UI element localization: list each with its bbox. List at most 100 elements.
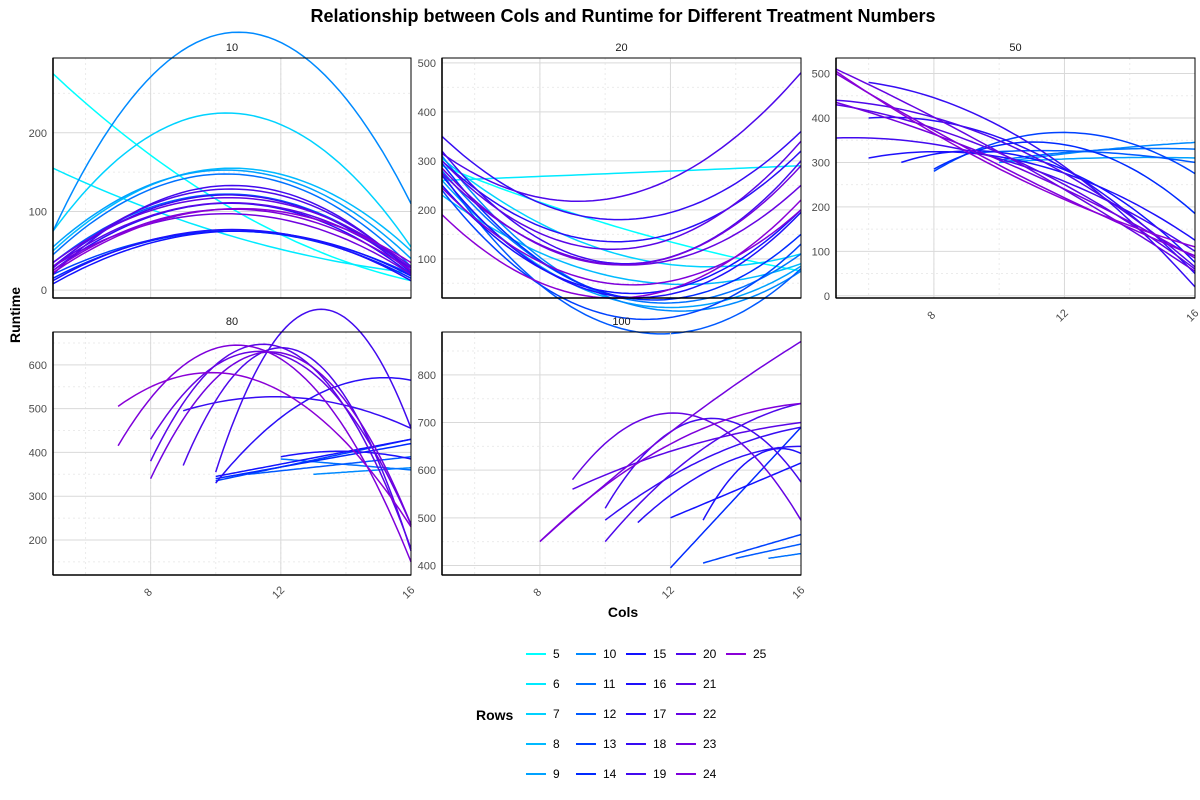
series-line-rows-20: [441, 72, 802, 203]
series-line-rows-15: [441, 184, 802, 295]
series-line-rows-22: [571, 412, 802, 521]
legend-label: 25: [753, 647, 767, 661]
series-line-rows-25: [117, 371, 412, 528]
legend-item-23: 23: [676, 737, 717, 751]
series-line-rows-13: [441, 189, 802, 321]
panel-20: 20 100 200 300 400 500: [418, 42, 802, 335]
legend-item-24: 24: [676, 767, 717, 781]
legend-label: 12: [603, 707, 617, 721]
panel-series: [52, 31, 412, 285]
y-tick-label: 300: [418, 156, 436, 168]
series-line-rows-20: [835, 99, 1196, 268]
series-line-rows-22: [835, 68, 1196, 272]
y-axis-title: Runtime: [7, 287, 23, 343]
series-line-rows-7: [52, 112, 412, 248]
x-tick-label: 12: [660, 584, 677, 601]
y-tick-label: 500: [812, 69, 830, 81]
y-tick-label: 100: [812, 246, 830, 258]
panel-100: 100 400 500 600 700 800 8 12 16: [418, 316, 808, 601]
panel-grid: [53, 58, 412, 298]
series-line-rows-23: [149, 351, 412, 525]
legend-label: 19: [653, 767, 667, 781]
series-line-rows-17: [868, 116, 1196, 275]
y-tick-label: 500: [29, 404, 47, 416]
legend-item-7: 7: [526, 707, 560, 721]
y-tick-label: 200: [29, 535, 47, 547]
panel-strip-label: 10: [226, 42, 238, 54]
y-tick-label: 600: [418, 465, 436, 477]
x-axis-title: Cols: [608, 604, 639, 620]
series-line-rows-16: [280, 450, 412, 460]
series-line-rows-8: [441, 194, 802, 286]
panel-strip-label: 20: [615, 42, 627, 54]
y-tick-label: 0: [824, 291, 830, 303]
series-line-rows-18: [182, 396, 412, 429]
series-line-rows-18: [441, 130, 802, 221]
series-line-rows-19: [214, 308, 412, 473]
x-tick-label: 16: [400, 584, 417, 601]
panels-layer: 1001002002010020030040050050010020030040…: [29, 31, 1200, 601]
y-tick-label: 600: [29, 360, 47, 372]
y-tick-label: 200: [418, 205, 436, 217]
y-tick-label: 800: [418, 370, 436, 382]
panel-border: [835, 57, 1196, 299]
panel-series: [539, 340, 802, 569]
series-line-rows-19: [835, 137, 1196, 252]
y-tick-label: 100: [418, 254, 436, 266]
y-tick-label: 400: [418, 560, 436, 572]
legend-item-17: 17: [626, 707, 667, 721]
series-line-rows-24: [835, 72, 1196, 257]
x-tick-label: 12: [270, 584, 287, 601]
legend-title: Rows: [476, 707, 514, 723]
legend-label: 10: [603, 647, 617, 661]
y-tick-label: 400: [418, 107, 436, 119]
series-line-rows-25: [52, 207, 412, 274]
series-line-rows-6: [441, 165, 802, 182]
legend-label: 16: [653, 677, 667, 691]
legend-label: 8: [553, 737, 560, 751]
series-line-rows-23: [441, 165, 802, 266]
legend-label: 23: [703, 737, 717, 751]
series-line-rows-15: [670, 462, 802, 519]
legend-item-14: 14: [576, 767, 617, 781]
series-line-rows-22: [149, 350, 412, 525]
series-line-rows-18: [604, 426, 802, 521]
panel-border: [52, 57, 412, 299]
panel-strip-label: 50: [1009, 42, 1021, 54]
y-tick-label: 0: [41, 285, 47, 297]
panel-series: [117, 308, 412, 563]
y-tick-label: 200: [812, 202, 830, 214]
legend-label: 14: [603, 767, 617, 781]
panel-80: 80 200 300 400 500 600 8 12 16: [29, 308, 417, 601]
series-line-rows-7: [441, 157, 802, 268]
series-line-rows-12: [248, 456, 412, 476]
series-line-rows-20: [604, 402, 802, 543]
x-tick-label: 8: [531, 586, 544, 599]
series-line-rows-17: [215, 376, 412, 484]
series-line-rows-24: [539, 402, 802, 543]
legend-item-19: 19: [626, 767, 667, 781]
series-line-rows-15: [215, 438, 412, 478]
y-tick-label: 500: [418, 513, 436, 525]
series-line-rows-22: [52, 196, 412, 268]
series-line-rows-9: [52, 169, 412, 260]
series-line-rows-14: [215, 442, 412, 480]
legend-item-10: 10: [576, 647, 617, 661]
x-tick-label: 16: [1184, 307, 1200, 324]
series-line-rows-13: [702, 533, 802, 564]
series-line-rows-6: [52, 167, 412, 274]
panel-border: [441, 331, 802, 576]
legend-item-12: 12: [576, 707, 617, 721]
series-line-rows-23: [835, 101, 1196, 259]
x-tick-label: 8: [142, 586, 155, 599]
series-line-rows-21: [835, 103, 1196, 270]
legend-item-11: 11: [576, 677, 616, 691]
legend-item-16: 16: [626, 677, 667, 691]
legend-label: 24: [703, 767, 717, 781]
series-line-rows-11: [52, 173, 412, 268]
y-tick-label: 400: [812, 113, 830, 125]
y-tick-label: 200: [29, 128, 47, 140]
